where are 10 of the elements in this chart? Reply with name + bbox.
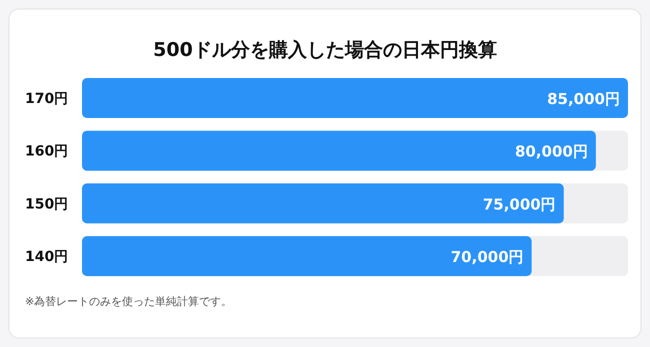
y-tick-label: 140円 [25, 249, 68, 266]
data-label: 75,000円 [482, 195, 556, 214]
y-tick-label: 150円 [25, 196, 68, 212]
chart-title: 500ドル分を購入した場合の日本円換算 [153, 39, 497, 61]
data-label: 80,000円 [514, 142, 588, 161]
y-tick-label: 170円 [25, 91, 68, 107]
data-label: 85,000円 [547, 90, 620, 108]
y-tick-label: 160円 [25, 144, 68, 160]
text: ※為替レートのみを使った単純計算です。 [25, 295, 232, 308]
data-label: 70,000円 [450, 248, 524, 266]
